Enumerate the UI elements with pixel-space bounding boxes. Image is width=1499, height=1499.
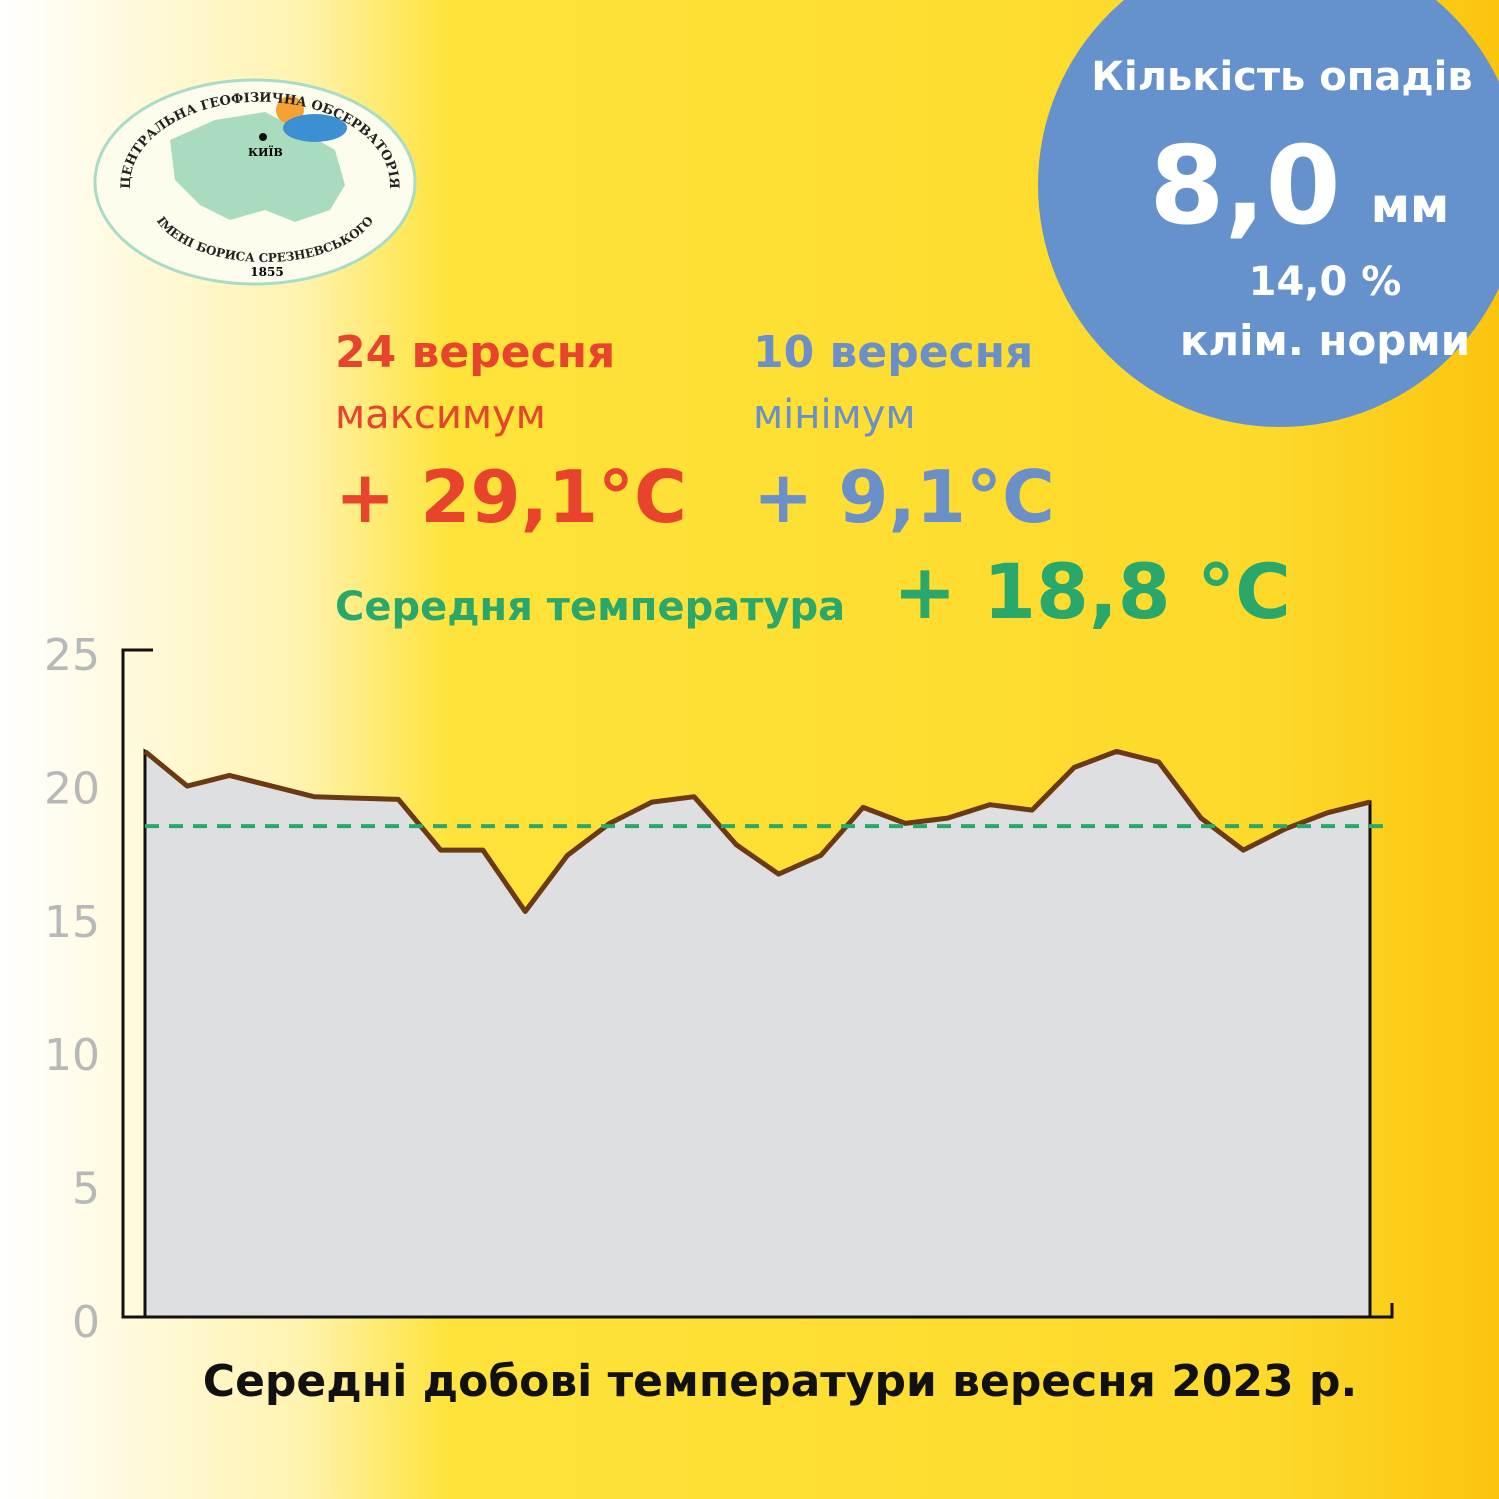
min-date: 10 вересня xyxy=(753,327,1033,378)
min-label: мінімум xyxy=(753,392,916,438)
min-value: + 9,1°C xyxy=(753,455,1055,539)
y-tick-label: 5 xyxy=(72,1164,100,1215)
max-value: + 29,1°C xyxy=(335,455,687,539)
precip-percent: 14,0 % xyxy=(1249,259,1402,305)
precip-unit: мм xyxy=(1371,178,1449,234)
y-tick-label: 20 xyxy=(44,763,100,814)
logo-cloud xyxy=(283,114,347,142)
precip-circle xyxy=(1038,0,1499,427)
chart-title: Середні добові температури вересня 2023 … xyxy=(203,1356,1357,1407)
logo-year: 1855 xyxy=(250,265,283,279)
chart: 0 5 10 15 20 25 xyxy=(44,630,1394,1348)
y-tick-label: 10 xyxy=(44,1030,100,1081)
max-label: максимум xyxy=(335,392,546,438)
line xyxy=(143,748,1371,914)
y-tick-label: 15 xyxy=(44,897,100,948)
mean-value: + 18,8 °C xyxy=(893,547,1291,636)
precip-norm: клім. норми xyxy=(1180,316,1470,365)
y-tick-label: 0 xyxy=(72,1297,100,1348)
precip-amount: 8,0 xyxy=(1149,124,1340,249)
mean-label: Середня температура xyxy=(335,584,845,630)
precip-title: Кількість опадів xyxy=(1091,54,1472,100)
logo-dot xyxy=(259,133,267,141)
logo-city: КИЇВ xyxy=(248,145,283,159)
max-date: 24 вересня xyxy=(335,327,615,378)
logo: КИЇВ ЦЕНТРАЛЬНА ГЕОФІЗИЧНА ОБСЕРВАТОРІЯ … xyxy=(93,78,417,286)
axes xyxy=(121,648,1394,1319)
y-tick-label: 25 xyxy=(44,630,100,681)
